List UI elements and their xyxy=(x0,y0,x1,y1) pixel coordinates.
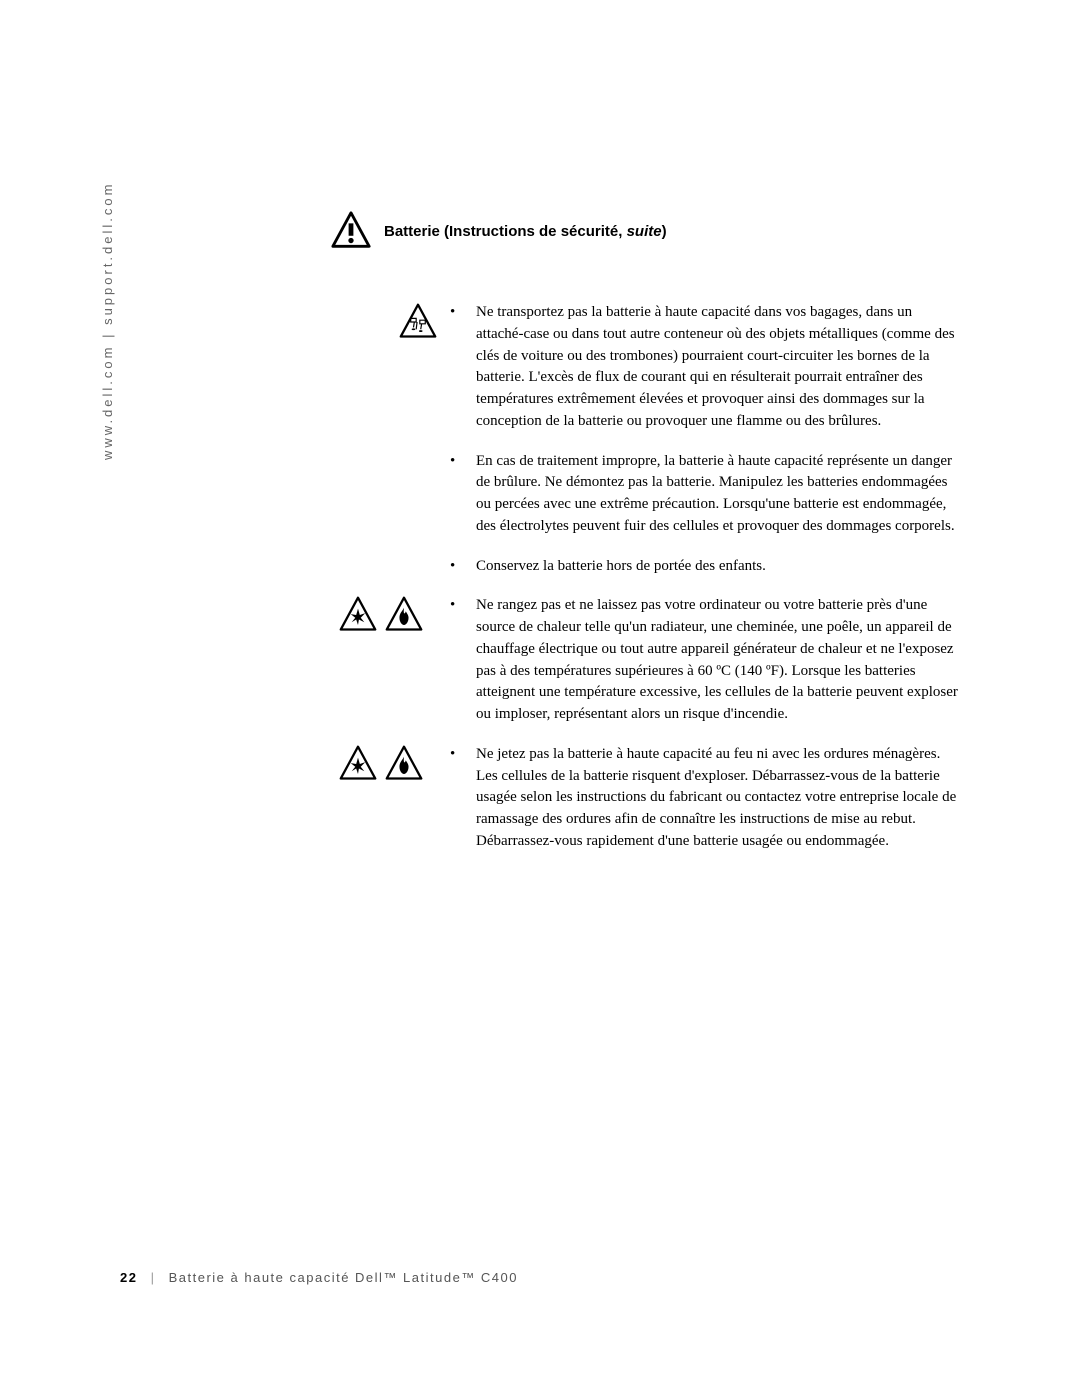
bullet-item: • Ne jetez pas la batterie à haute capac… xyxy=(450,744,960,853)
page-footer: 22 | Batterie à haute capacité Dell™ Lat… xyxy=(120,1270,518,1285)
icon-column xyxy=(330,744,450,784)
section-header: Batterie (Instructions de sécurité, suit… xyxy=(330,210,960,252)
main-content: Batterie (Instructions de sécurité, suit… xyxy=(330,210,960,871)
bullet-item: • Ne rangez pas et ne laissez pas votre … xyxy=(450,595,960,726)
title-suffix: ) xyxy=(662,223,667,240)
bullet-list: • Ne rangez pas et ne laissez pas votre … xyxy=(450,595,960,744)
section-title: Batterie (Instructions de sécurité, suit… xyxy=(384,223,667,240)
icon-column xyxy=(330,595,450,635)
bullet-dot: • xyxy=(450,556,476,578)
bullet-list: • Ne transportez pas la batterie à haute… xyxy=(450,302,960,595)
bullet-item: • Conservez la batterie hors de portée d… xyxy=(450,556,960,578)
bullet-text: Ne transportez pas la batterie à haute c… xyxy=(476,302,960,433)
bullet-text: Ne rangez pas et ne laissez pas votre or… xyxy=(476,595,960,726)
bullet-text: Conservez la batterie hors de portée des… xyxy=(476,556,960,578)
warning-block-1: • Ne transportez pas la batterie à haute… xyxy=(330,302,960,595)
bullet-dot: • xyxy=(450,595,476,726)
explosion-icon xyxy=(338,595,378,635)
bullet-dot: • xyxy=(450,302,476,433)
title-italic: suite xyxy=(627,223,662,240)
explosion-icon xyxy=(338,744,378,784)
warning-block-2: • Ne rangez pas et ne laissez pas votre … xyxy=(330,595,960,744)
sidebar-url: www.dell.com | support.dell.com xyxy=(100,182,115,460)
page-number: 22 xyxy=(120,1270,137,1285)
bullet-item: • En cas de traitement impropre, la batt… xyxy=(450,451,960,538)
bullet-item: • Ne transportez pas la batterie à haute… xyxy=(450,302,960,433)
fire-icon xyxy=(384,595,424,635)
bullet-dot: • xyxy=(450,451,476,538)
fire-icon xyxy=(384,744,424,784)
footer-text: Batterie à haute capacité Dell™ Latitude… xyxy=(169,1270,518,1285)
title-prefix: Batterie (Instructions de sécurité, xyxy=(384,223,627,240)
corrosive-icon xyxy=(398,302,438,342)
bullet-dot: • xyxy=(450,744,476,853)
bullet-text: Ne jetez pas la batterie à haute capacit… xyxy=(476,744,960,853)
bullet-list: • Ne jetez pas la batterie à haute capac… xyxy=(450,744,960,871)
warning-block-3: • Ne jetez pas la batterie à haute capac… xyxy=(330,744,960,871)
caution-icon xyxy=(330,210,372,252)
footer-divider: | xyxy=(151,1270,156,1285)
bullet-text: En cas de traitement impropre, la batter… xyxy=(476,451,960,538)
icon-column xyxy=(330,302,450,342)
